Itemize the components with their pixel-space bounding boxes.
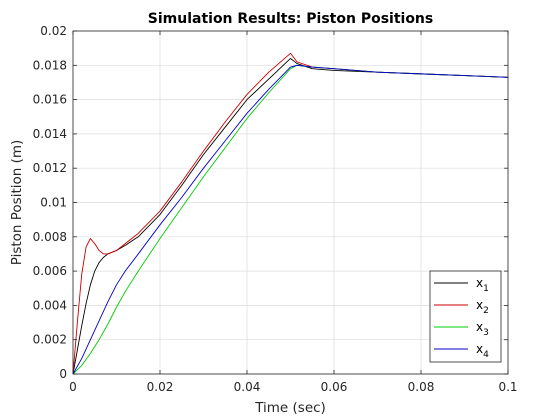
x-tick-label: 0.1 bbox=[498, 380, 517, 394]
legend-label-base: x bbox=[476, 276, 483, 290]
series-lines bbox=[72, 52, 509, 375]
legend-box bbox=[429, 270, 502, 363]
legend-label-subscript: 2 bbox=[483, 306, 489, 316]
legend-label-base: x bbox=[476, 320, 483, 334]
legend-label-base: x bbox=[476, 342, 483, 356]
legend-label-x2: x2 bbox=[476, 298, 489, 316]
legend-label-x3: x3 bbox=[476, 320, 489, 338]
series-line-x1 bbox=[72, 57, 509, 375]
y-tick-label: 0.012 bbox=[33, 161, 67, 175]
legend-label-x1: x1 bbox=[476, 276, 489, 294]
y-tick-label: 0.016 bbox=[33, 93, 67, 107]
y-tick-label: 0.01 bbox=[40, 196, 67, 210]
y-tick-label: 0.02 bbox=[40, 24, 67, 38]
x-tick-label: 0.06 bbox=[321, 380, 348, 394]
legend-label-base: x bbox=[476, 298, 483, 312]
y-axis-label: Piston Position (m) bbox=[9, 140, 25, 266]
series-line-x4 bbox=[72, 64, 509, 375]
y-tick-label: 0.006 bbox=[33, 264, 67, 278]
y-tick-label: 0.004 bbox=[33, 298, 67, 312]
legend-label-x4: x4 bbox=[476, 342, 489, 360]
x-tick-label: 0 bbox=[69, 380, 77, 394]
legend-label-subscript: 1 bbox=[483, 284, 489, 294]
x-tick-label: 0.02 bbox=[147, 380, 174, 394]
legend-label-subscript: 4 bbox=[483, 350, 489, 360]
x-tick-labels: 0 0.02 0.04 0.06 0.08 0.1 bbox=[69, 380, 517, 394]
y-tick-label: 0 bbox=[59, 367, 67, 381]
legend-label-subscript: 3 bbox=[483, 328, 489, 338]
tick-marks bbox=[72, 30, 509, 375]
y-tick-labels: 0 0.002 0.004 0.006 0.008 0.01 0.012 0.014 0.016… bbox=[33, 24, 67, 381]
x-axis-label: Time (sec) bbox=[254, 400, 326, 416]
y-tick-label: 0.014 bbox=[33, 127, 67, 141]
x-tick-label: 0.08 bbox=[408, 380, 435, 394]
chart-title: Simulation Results: Piston Positions bbox=[148, 11, 433, 27]
y-tick-label: 0.018 bbox=[33, 58, 67, 72]
y-tick-label: 0.008 bbox=[33, 230, 67, 244]
y-tick-label: 0.002 bbox=[33, 333, 67, 347]
x-tick-label: 0.04 bbox=[234, 380, 261, 394]
